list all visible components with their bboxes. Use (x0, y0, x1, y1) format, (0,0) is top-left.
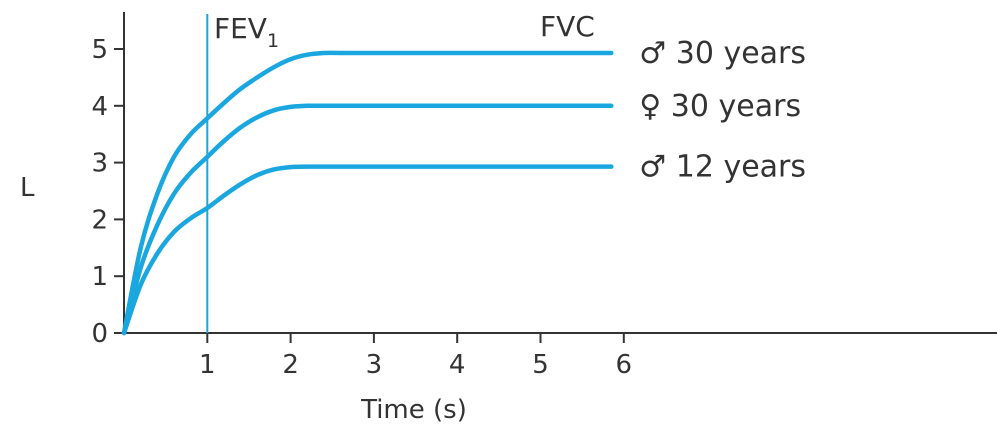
x-tick-label: 6 (616, 350, 633, 380)
x-tick-label: 2 (282, 350, 299, 380)
y-tick-label: 3 (91, 149, 108, 179)
x-tick-label: 5 (532, 350, 549, 380)
series-lines (121, 50, 614, 336)
x-tick-label: 3 (366, 350, 383, 380)
x-ticks: 1 2 3 4 5 6 (199, 333, 632, 380)
y-tick-label: 5 (91, 35, 108, 65)
y-tick-label: 2 (91, 205, 108, 235)
series-label-3: ♂ 12 years (639, 150, 806, 185)
x-tick-label: 1 (199, 350, 216, 380)
y-tick-label: 0 (91, 319, 108, 349)
x-axis-label: Time (s) (360, 395, 467, 425)
fvc-annotation: FVC (540, 10, 595, 43)
y-axis-label: L (20, 173, 35, 203)
fev1-annotation: FEV1 (214, 12, 279, 52)
series-line-3 (121, 164, 614, 336)
y-tick-label: 1 (91, 262, 108, 292)
x-tick-label: 4 (449, 350, 466, 380)
series-line-2 (121, 103, 614, 336)
y-ticks: 0 1 2 3 4 5 (91, 35, 124, 349)
series-label-2: ♀ 30 years (639, 89, 801, 124)
y-tick-label: 4 (91, 92, 108, 122)
series-labels: ♂ 30 years ♀ 30 years ♂ 12 years (639, 36, 806, 185)
series-label-1: ♂ 30 years (639, 36, 806, 71)
series-line-1 (121, 50, 614, 336)
